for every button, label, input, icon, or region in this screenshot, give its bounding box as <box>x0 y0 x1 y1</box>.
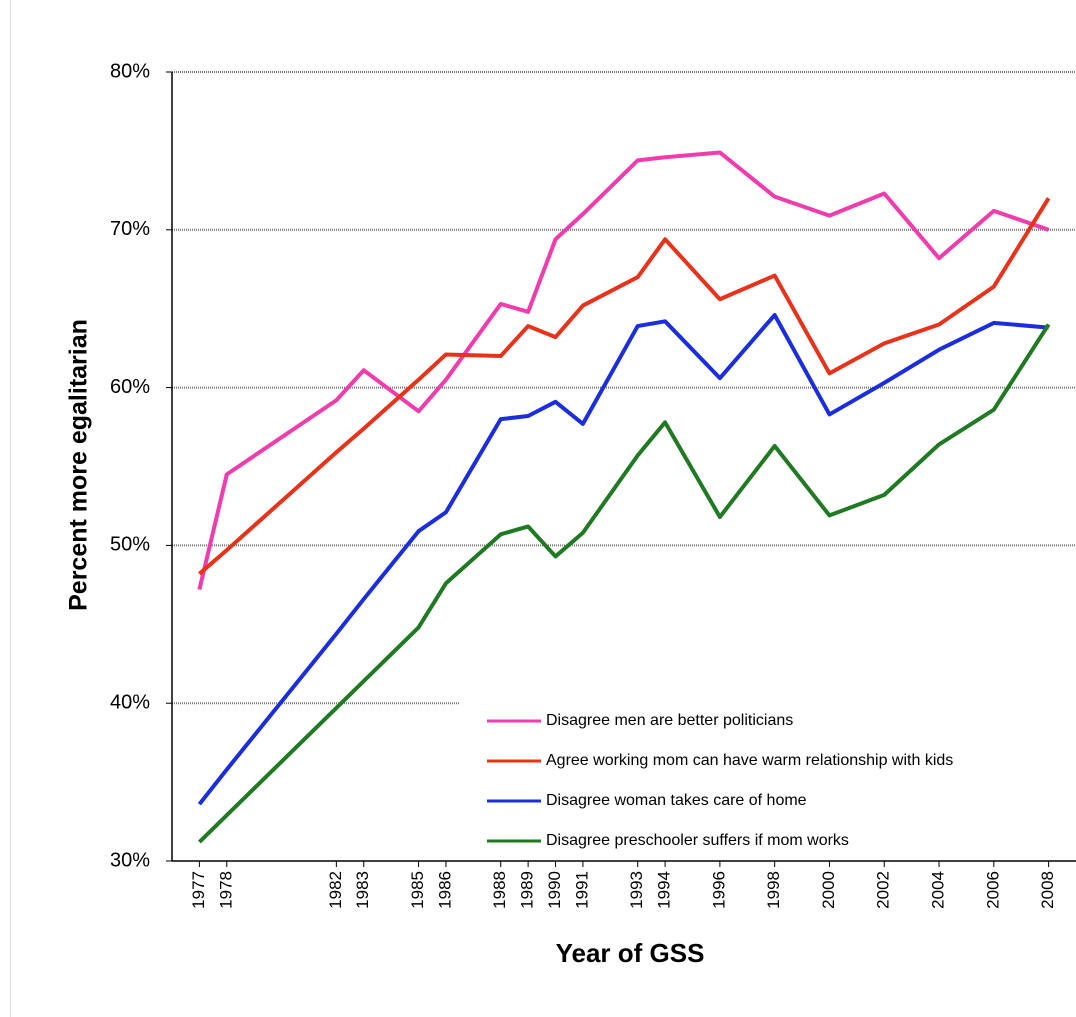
legend-label: Agree working mom can have warm relation… <box>546 752 953 769</box>
x-tick-label: 2002 <box>874 871 893 909</box>
x-tick-label: 2000 <box>819 871 838 909</box>
series-line <box>197 323 1051 844</box>
x-tick-label: 1982 <box>326 871 345 909</box>
y-tick-label: 60% <box>110 376 150 398</box>
series-line <box>197 150 1050 591</box>
legend-box <box>460 696 1076 859</box>
legend-label: Disagree men are better politicians <box>546 712 793 729</box>
y-tick-label: 50% <box>110 534 150 556</box>
x-tick-label: 2006 <box>983 871 1002 909</box>
series-line <box>197 313 1049 806</box>
legend-label: Disagree preschooler suffers if mom work… <box>546 832 849 849</box>
x-tick-label: 1977 <box>189 871 208 909</box>
x-tick-label: 1983 <box>353 871 372 909</box>
x-axis-title: Year of GSS <box>556 938 705 968</box>
y-axis-title: Percent more egalitarian <box>65 319 93 611</box>
y-tick-label: 30% <box>110 849 150 871</box>
y-tick-label: 40% <box>110 691 150 713</box>
x-tick-label: 1991 <box>572 871 591 909</box>
x-tick-label: 1985 <box>408 871 427 909</box>
y-tick-label: 70% <box>110 218 150 240</box>
series-line <box>198 197 1051 576</box>
x-tick-label: 1990 <box>545 871 564 909</box>
x-tick-label: 1994 <box>655 871 674 909</box>
x-tick-label: 2008 <box>1038 871 1057 909</box>
x-tick-label: 1996 <box>709 871 728 909</box>
x-tick-label: 2004 <box>929 871 948 909</box>
legend-label: Disagree woman takes care of home <box>546 792 807 809</box>
x-tick-label: 1988 <box>490 871 509 909</box>
x-tick-label: 1989 <box>518 871 537 909</box>
y-tick-label: 80% <box>110 60 150 82</box>
x-tick-label: 1993 <box>627 871 646 909</box>
x-tick-label: 1978 <box>216 871 235 909</box>
x-tick-label: 1986 <box>435 871 454 909</box>
x-tick-label: 1998 <box>764 871 783 909</box>
